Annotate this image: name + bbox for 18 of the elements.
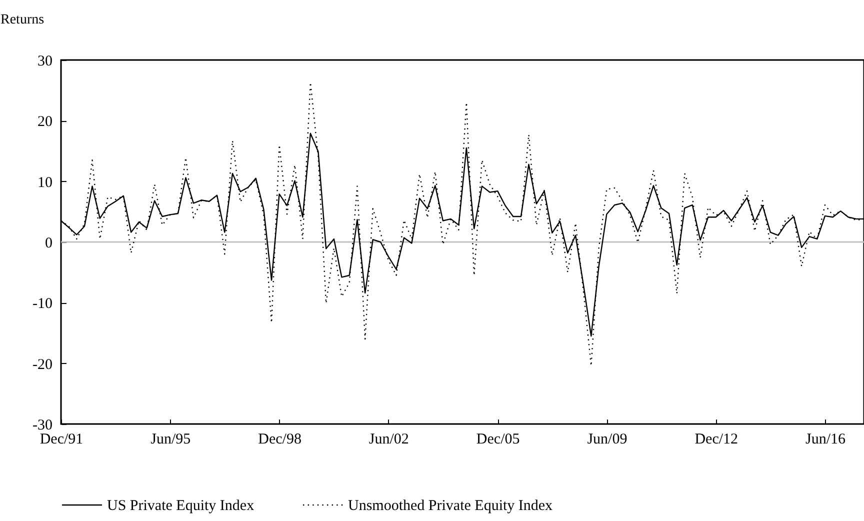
y-tick-label: 0 xyxy=(45,236,52,252)
legend-label: US Private Equity Index xyxy=(107,498,255,514)
legend-label: Unsmoothed Private Equity Index xyxy=(348,498,554,514)
x-tick-label: Jun/09 xyxy=(587,432,628,448)
x-tick-label: Jun/02 xyxy=(368,432,409,448)
y-tick-label: 30 xyxy=(38,54,52,70)
y-tick-label: -30 xyxy=(32,418,52,434)
x-tick-label: Dec/98 xyxy=(258,432,302,448)
y-tick-label: 10 xyxy=(38,174,52,191)
y-tick-label: 20 xyxy=(38,114,52,130)
x-tick-label: Dec/91 xyxy=(40,432,84,448)
y-tick-label: -20 xyxy=(32,356,52,373)
x-tick-label: Jun/95 xyxy=(150,432,191,448)
x-tick-label: Dec/12 xyxy=(694,432,738,448)
x-tick-label: Dec/05 xyxy=(476,432,520,448)
y-tick-label: -10 xyxy=(32,296,52,312)
y-axis-title: Returns xyxy=(0,12,44,28)
x-tick-label: Jun/16 xyxy=(805,432,846,448)
